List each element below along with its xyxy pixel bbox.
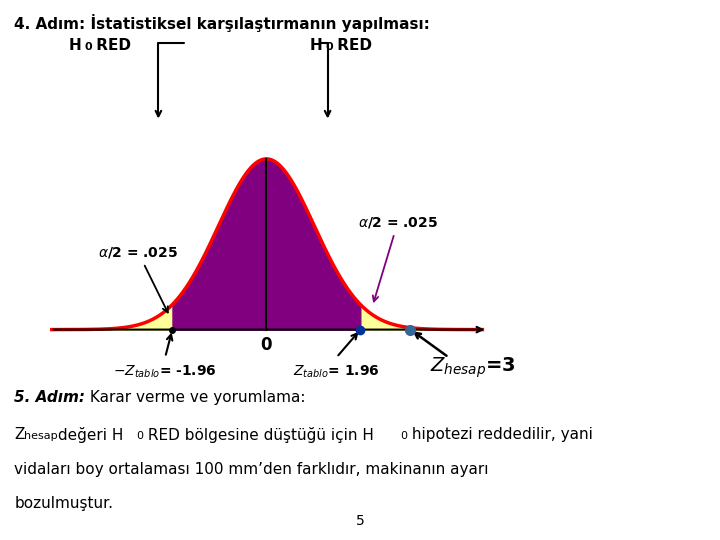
Text: 0: 0 [261,336,272,354]
Text: RED: RED [332,38,372,53]
Text: $Z_{tablo}$= 1.96: $Z_{tablo}$= 1.96 [293,364,380,380]
Text: H: H [310,38,323,53]
Text: $\alpha$/2 = .025: $\alpha$/2 = .025 [358,215,438,301]
Text: RED: RED [91,38,132,53]
Text: değeri H: değeri H [53,427,123,443]
Text: vidaları boy ortalaması 100 mm’den farklıdır, makinanın ayarı: vidaları boy ortalaması 100 mm’den farkl… [14,462,489,477]
Text: hesap: hesap [24,431,58,441]
Text: 0: 0 [136,431,143,441]
Text: 0: 0 [85,42,93,52]
Text: $-Z_{tablo}$= -1.96: $-Z_{tablo}$= -1.96 [113,364,217,380]
Text: 5: 5 [356,514,364,528]
Text: 5. Adım:: 5. Adım: [14,390,86,405]
Text: $Z_{hesap}$=3: $Z_{hesap}$=3 [430,355,516,380]
Text: Karar verme ve yorumlama:: Karar verme ve yorumlama: [85,390,305,405]
Text: RED bölgesine düştüğü için H: RED bölgesine düştüğü için H [143,427,374,443]
Text: 0: 0 [325,42,333,52]
Text: hipotezi reddedilir, yani: hipotezi reddedilir, yani [407,427,593,442]
Text: Z: Z [14,427,24,442]
Text: $\alpha$/2 = .025: $\alpha$/2 = .025 [99,245,179,313]
Text: 4. Adım: İstatistiksel karşılaştırmanın yapılması:: 4. Adım: İstatistiksel karşılaştırmanın … [14,14,431,31]
Text: bozulmuştur.: bozulmuştur. [14,496,114,511]
Text: H: H [68,38,81,53]
Text: 0: 0 [400,431,408,441]
